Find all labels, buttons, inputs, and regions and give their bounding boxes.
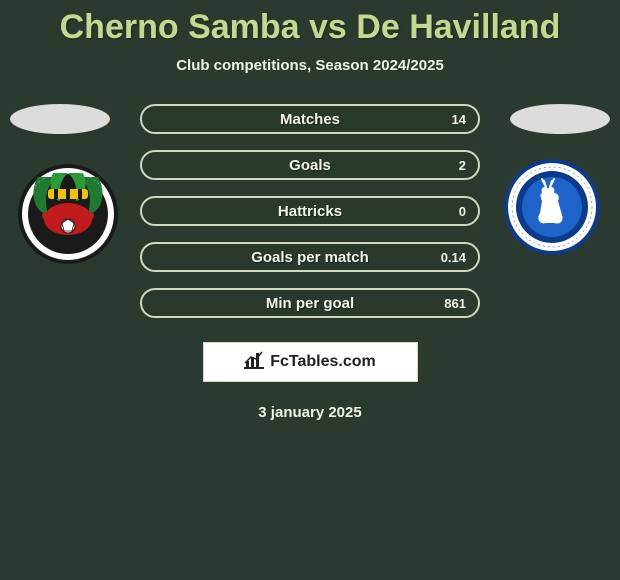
stat-label: Goals per match xyxy=(251,249,369,266)
club-crest-right xyxy=(502,159,602,269)
stat-label: Min per goal xyxy=(266,295,354,312)
content-area: Matches 14 Goals 2 Hattricks 0 Goals per… xyxy=(0,104,620,421)
stat-right-value: 2 xyxy=(459,158,466,173)
stat-row-goals: Goals 2 xyxy=(140,150,480,180)
page-title: Cherno Samba vs De Havilland xyxy=(0,0,620,47)
bar-chart-icon xyxy=(244,351,264,374)
stat-label: Hattricks xyxy=(278,203,342,220)
brand-text: FcTables.com xyxy=(270,353,376,371)
stat-row-hattricks: Hattricks 0 xyxy=(140,196,480,226)
stat-label: Matches xyxy=(280,111,340,128)
stat-row-min-per-goal: Min per goal 861 xyxy=(140,288,480,318)
left-oval-placeholder xyxy=(10,104,110,134)
stats-list: Matches 14 Goals 2 Hattricks 0 Goals per… xyxy=(140,104,480,318)
subtitle: Club competitions, Season 2024/2025 xyxy=(0,57,620,74)
stat-label: Goals xyxy=(289,157,331,174)
brand-link[interactable]: FcTables.com xyxy=(203,342,418,382)
stat-right-value: 861 xyxy=(444,296,466,311)
stat-row-matches: Matches 14 xyxy=(140,104,480,134)
stat-right-value: 0 xyxy=(459,204,466,219)
date-text: 3 january 2025 xyxy=(0,404,620,421)
right-oval-placeholder xyxy=(510,104,610,134)
club-crest-left xyxy=(18,159,118,269)
stat-right-value: 0.14 xyxy=(441,250,466,265)
stat-right-value: 14 xyxy=(452,112,466,127)
stat-row-goals-per-match: Goals per match 0.14 xyxy=(140,242,480,272)
